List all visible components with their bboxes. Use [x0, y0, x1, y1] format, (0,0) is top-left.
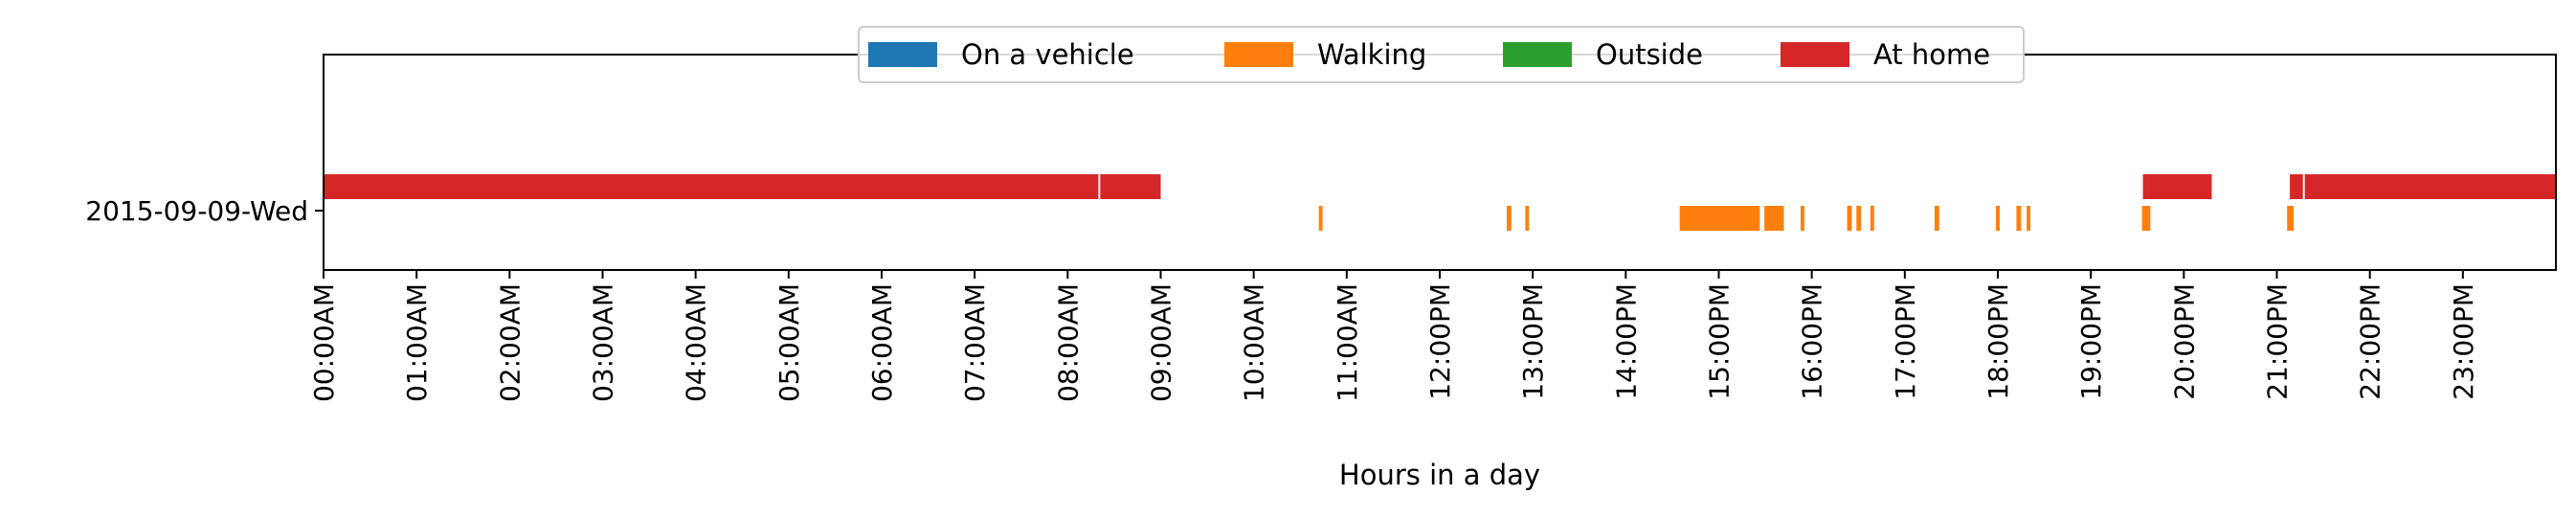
- bars-layer: [324, 174, 2556, 231]
- x-tick-label: 22:00PM: [2355, 283, 2386, 400]
- x-tick-label: 16:00PM: [1797, 283, 1828, 400]
- x-tick-label: 10:00AM: [1239, 283, 1270, 402]
- legend-swatch-walking: [1224, 42, 1293, 67]
- walking-bar: [1996, 206, 2000, 231]
- legend-label-at-home: At home: [1873, 38, 1990, 71]
- x-tick-label: 09:00AM: [1146, 283, 1177, 402]
- legend-label-walking: Walking: [1317, 38, 1426, 71]
- legend-box: [858, 26, 2025, 83]
- y-axis: 2015-09-09-Wed: [85, 195, 324, 227]
- walking-bar: [1679, 206, 1760, 231]
- y-tick-label: 2015-09-09-Wed: [85, 195, 308, 227]
- legend: On a vehicle Walking Outside At home: [858, 26, 2025, 83]
- x-tick-label: 08:00AM: [1052, 283, 1084, 402]
- at-home-bar: [2304, 174, 2556, 199]
- x-axis: 00:00AM 01:00AM 02:00AM 03:00AM 04:00AM 05:00…: [308, 270, 2479, 402]
- walking-bar: [1506, 206, 1512, 231]
- x-tick-label: 21:00PM: [2262, 283, 2294, 400]
- x-axis-title: Hours in a day: [1339, 459, 1540, 491]
- walking-bar: [2016, 206, 2022, 231]
- walking-bar: [2027, 206, 2031, 231]
- at-home-bar: [324, 174, 1099, 199]
- legend-swatch-on-a-vehicle: [868, 42, 937, 67]
- at-home-bar: [2290, 174, 2303, 199]
- x-tick-label: 06:00AM: [866, 283, 898, 402]
- walking-bar: [1934, 206, 1939, 231]
- x-tick-label: 05:00AM: [773, 283, 805, 402]
- x-tick-label: 14:00PM: [1610, 283, 1642, 400]
- x-tick-label: 19:00PM: [2075, 283, 2107, 400]
- legend-swatch-at-home: [1781, 42, 1849, 67]
- x-tick-label: 23:00PM: [2448, 283, 2479, 400]
- x-tick-label: 03:00AM: [588, 283, 619, 402]
- x-tick-label: 18:00PM: [1982, 283, 2014, 400]
- x-tick-label: 07:00AM: [959, 283, 991, 402]
- x-tick-label: 12:00PM: [1424, 283, 1456, 400]
- walking-bar: [2287, 206, 2294, 231]
- at-home-bar: [1100, 174, 1161, 199]
- legend-label-on-a-vehicle: On a vehicle: [961, 38, 1134, 71]
- walking-bar: [2141, 206, 2151, 231]
- at-home-bar: [2142, 174, 2212, 199]
- walking-bar: [1764, 206, 1784, 231]
- walking-bar: [1856, 206, 1862, 231]
- walking-bar: [1870, 206, 1874, 231]
- x-tick-label: 04:00AM: [681, 283, 712, 402]
- walking-bar: [1525, 206, 1530, 231]
- plot-frame: [323, 54, 2557, 271]
- x-tick-label: 20:00PM: [2168, 283, 2200, 400]
- walking-bar: [1847, 206, 1852, 231]
- x-tick-label: 01:00AM: [401, 283, 433, 402]
- legend-label-outside: Outside: [1596, 38, 1703, 71]
- x-tick-label: 15:00PM: [1704, 283, 1736, 400]
- x-tick-label: 11:00AM: [1332, 283, 1363, 402]
- x-tick-label: 13:00PM: [1517, 283, 1549, 400]
- x-tick-label: 00:00AM: [308, 283, 340, 402]
- legend-swatch-outside: [1503, 42, 1572, 67]
- walking-bar: [1318, 206, 1323, 231]
- x-tick-label: 02:00AM: [494, 283, 526, 402]
- walking-bar: [1801, 206, 1804, 231]
- x-tick-label: 17:00PM: [1890, 283, 1921, 400]
